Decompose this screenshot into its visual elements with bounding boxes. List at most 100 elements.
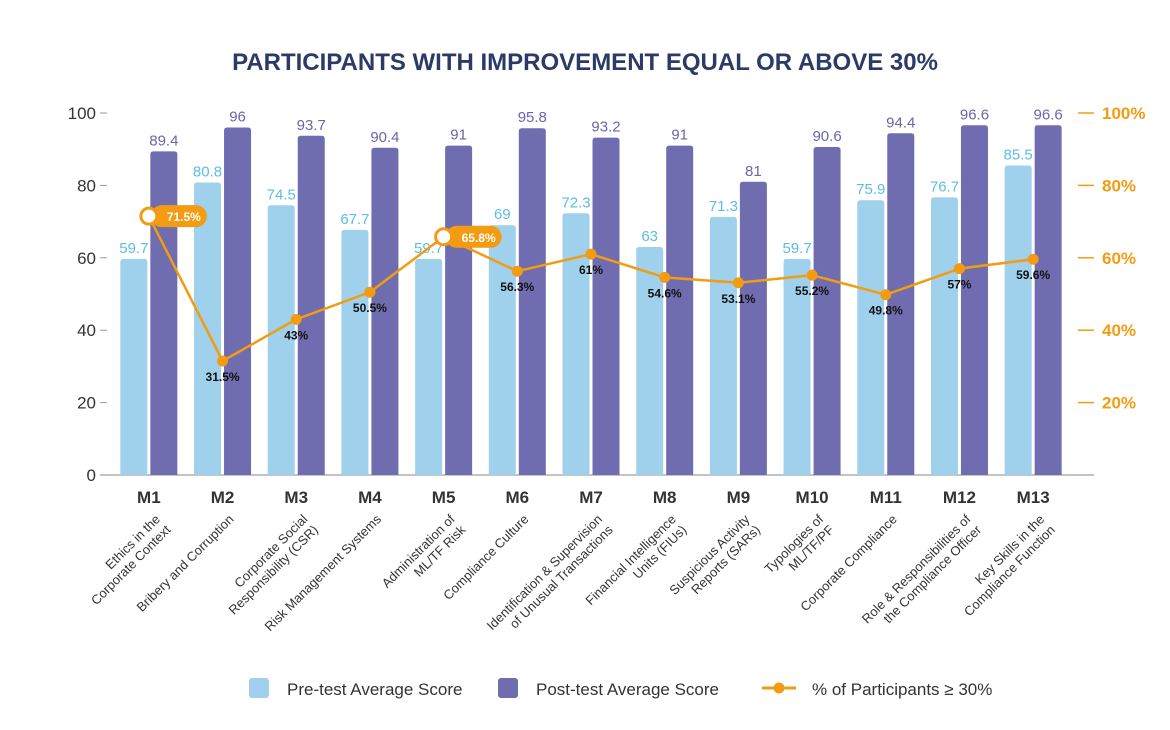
line-point	[732, 277, 744, 289]
y-tick-label-left: 0	[87, 466, 96, 485]
bar-post-test	[960, 125, 988, 476]
bar-post-test	[887, 133, 915, 475]
y-tick-label-left: 60	[77, 249, 96, 268]
line-point	[953, 263, 965, 275]
data-label-percent: 31.5%	[206, 370, 240, 384]
data-label-pre-test: 59.7	[119, 240, 148, 257]
data-label-percent: 55.2%	[795, 284, 829, 298]
x-tick-label: M11	[870, 488, 902, 507]
data-label-post-test: 89.4	[149, 132, 178, 149]
bar-pre-test	[1004, 165, 1032, 476]
bar-pre-test	[415, 258, 443, 475]
line-point	[511, 265, 523, 277]
data-label-pre-test: 76.7	[930, 178, 959, 195]
y-tick-label-left: 40	[77, 321, 96, 340]
data-label-post-test: 96.6	[960, 106, 989, 123]
data-label-pre-test: 59.7	[782, 240, 811, 257]
data-label-post-test: 91	[671, 127, 688, 144]
x-tick-label: M8	[653, 488, 677, 507]
line-point	[290, 313, 302, 325]
legend-marker-percent	[773, 682, 785, 694]
data-label-percent: 53.1%	[721, 292, 755, 306]
line-point	[806, 269, 818, 281]
data-label-percent: 59.6%	[1016, 268, 1050, 282]
data-label-percent: 50.5%	[353, 301, 387, 315]
data-label-percent: 54.6%	[648, 286, 682, 300]
bar-pre-test	[857, 200, 885, 475]
data-label-pre-test: 67.7	[340, 211, 369, 228]
bar-pre-test	[709, 216, 737, 476]
data-label-percent: 43%	[284, 328, 308, 342]
line-point	[880, 289, 892, 301]
legend-swatch-pre-test	[249, 678, 269, 698]
x-tick-label: M2	[211, 488, 235, 507]
data-label-pre-test: 72.3	[561, 194, 590, 211]
bar-post-test	[224, 127, 252, 475]
data-label-percent: 56.3%	[500, 280, 534, 294]
highlight-badge	[150, 205, 207, 228]
x-tick-label: M12	[943, 488, 976, 507]
axes-group: 0 20 40 60 80 100 20% 40% 60% 80% 100%	[68, 104, 1146, 485]
data-label-post-test: 90.6	[812, 128, 841, 145]
data-label-percent: 49.8%	[869, 304, 903, 318]
data-label-post-test: 94.4	[886, 114, 915, 131]
bar-post-test	[445, 145, 473, 475]
bar-pre-test	[562, 213, 590, 476]
legend: Pre-test Average Score Post-test Average …	[249, 678, 992, 699]
data-label-pre-test: 69	[494, 206, 511, 223]
y-tick-label-right: 100%	[1102, 104, 1145, 123]
y-tick-label-right: 60%	[1102, 249, 1136, 268]
chart-title: PARTICIPANTS WITH IMPROVEMENT EQUAL OR A…	[232, 49, 938, 76]
line-point	[1027, 253, 1039, 265]
line-point	[364, 286, 376, 298]
x-tick-label: M10	[796, 488, 829, 507]
y-tick-label-left: 20	[77, 394, 96, 413]
bar-post-test	[739, 181, 767, 475]
x-category-description-line: of Unusual Transactions	[507, 522, 617, 632]
bar-post-test	[518, 128, 546, 476]
data-label-pre-test: 85.5	[1004, 146, 1033, 163]
data-label-post-test: 93.7	[297, 117, 326, 134]
data-label-post-test: 95.8	[518, 109, 547, 126]
line-point	[217, 355, 229, 367]
y-tick-label-right: 20%	[1102, 394, 1136, 413]
data-label-post-test: 96	[229, 108, 246, 125]
data-label-pre-test: 74.5	[267, 186, 296, 203]
line-point-highlight	[434, 227, 454, 247]
data-label-pre-test: 71.3	[709, 198, 738, 215]
data-label-percent-highlight: 65.8%	[462, 231, 496, 245]
bar-pre-test	[488, 225, 516, 475]
x-category-description-line: Responsibility (CSR)	[226, 522, 321, 617]
legend-label-post-test: Post-test Average Score	[536, 680, 719, 699]
bar-post-test	[1034, 125, 1062, 476]
x-tick-label: M1	[137, 488, 161, 507]
bar-post-test	[813, 147, 841, 475]
y-tick-label-right: 80%	[1102, 176, 1136, 195]
data-label-percent: 61%	[579, 263, 603, 277]
bar-pre-test	[341, 229, 369, 475]
bar-pre-test	[930, 197, 958, 475]
bar-pre-test	[636, 246, 664, 475]
data-label-post-test: 91	[450, 127, 467, 144]
legend-label-percent: % of Participants ≥ 30%	[812, 680, 992, 699]
y-tick-label-left: 80	[77, 176, 96, 195]
x-tick-label: M7	[579, 488, 603, 507]
x-tick-label: M9	[727, 488, 751, 507]
line-point	[659, 271, 671, 283]
bar-pre-test	[267, 205, 295, 475]
bar-post-test	[297, 135, 325, 475]
bar-pre-test	[783, 258, 811, 475]
legend-label-pre-test: Pre-test Average Score	[287, 680, 462, 699]
highlight-badge	[445, 225, 502, 248]
data-label-pre-test: 75.9	[856, 181, 885, 198]
data-label-post-test: 93.2	[591, 119, 620, 136]
y-tick-label-right: 40%	[1102, 321, 1136, 340]
y-tick-label-left: 100	[68, 104, 96, 123]
bar-pre-test	[120, 258, 148, 475]
data-label-percent-highlight: 71.5%	[167, 210, 201, 224]
x-tick-label: M5	[432, 488, 456, 507]
bar-post-test	[666, 145, 694, 475]
